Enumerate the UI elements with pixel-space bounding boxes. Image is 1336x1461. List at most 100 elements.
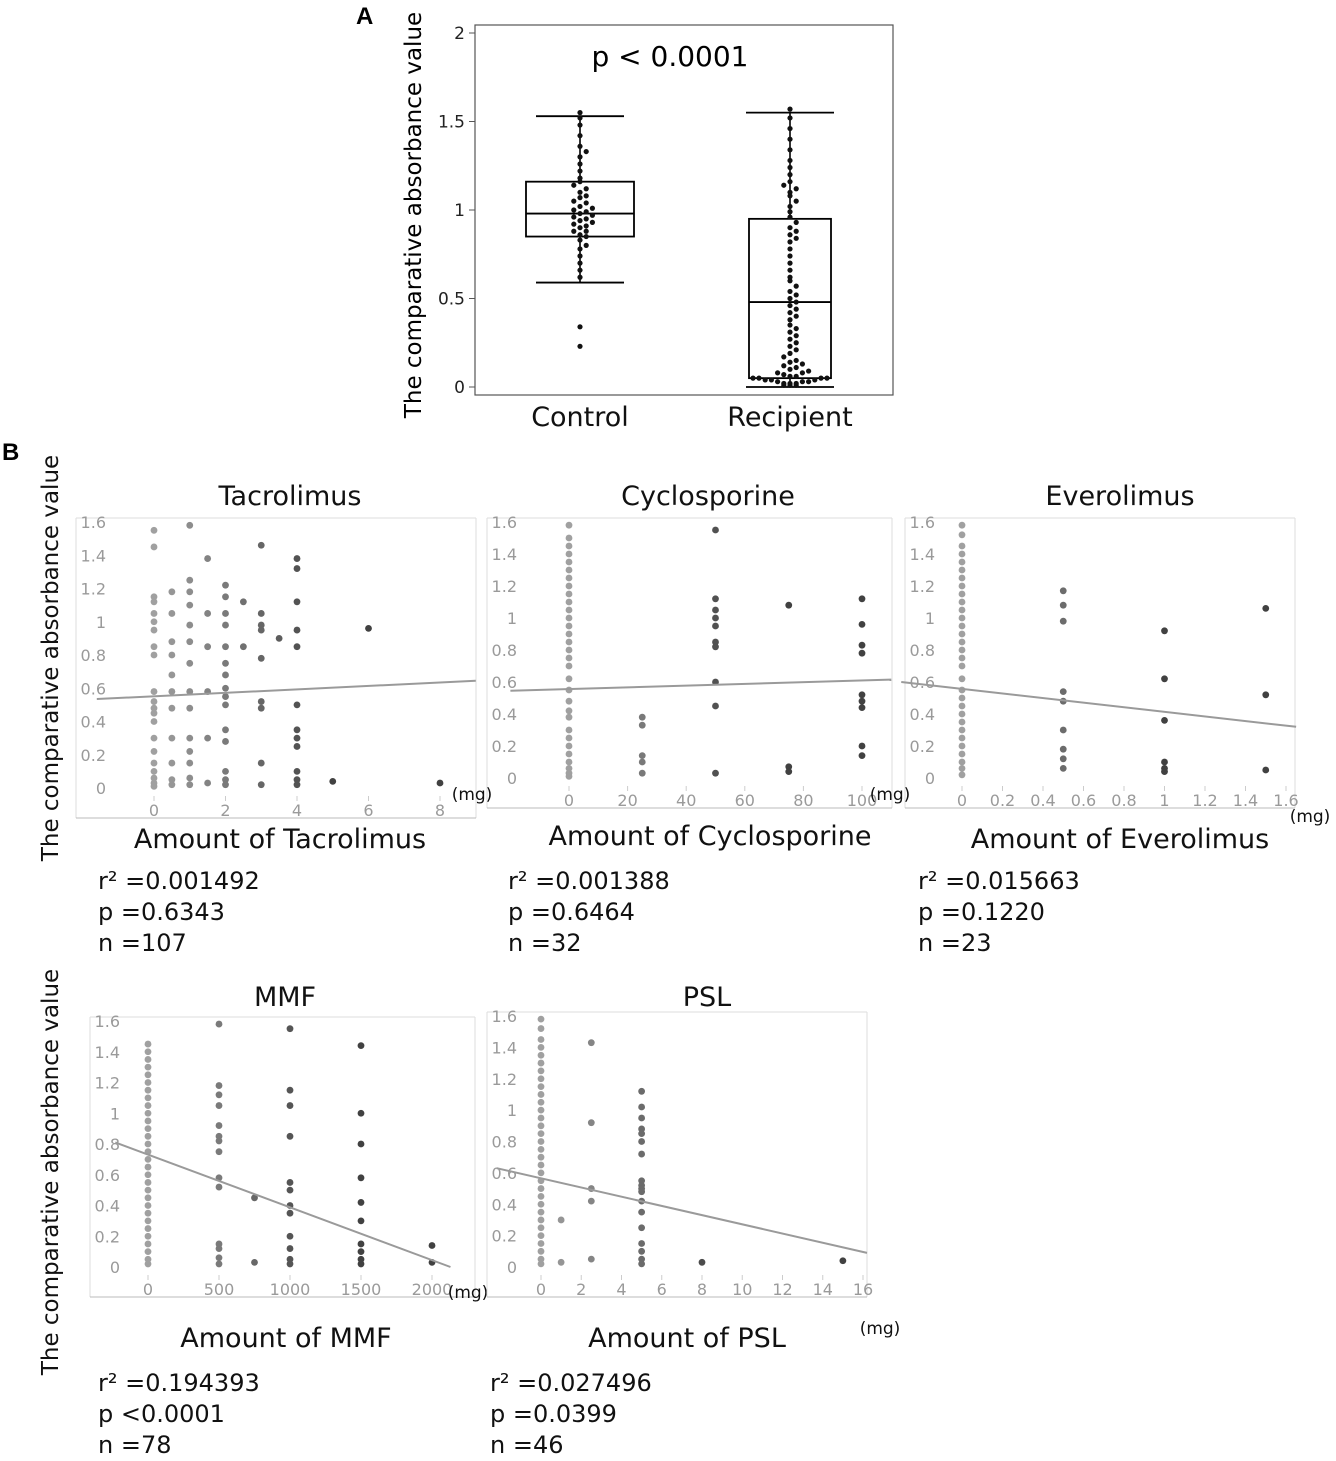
data-point bbox=[858, 742, 866, 750]
data-point bbox=[144, 1232, 152, 1240]
data-point bbox=[781, 354, 787, 360]
x-tick-label: 0 bbox=[564, 791, 574, 810]
regression-line bbox=[114, 1141, 451, 1268]
data-point bbox=[583, 200, 589, 206]
data-point bbox=[712, 638, 719, 646]
data-point bbox=[958, 734, 966, 742]
y-tick-label: 1.2 bbox=[81, 580, 106, 599]
data-point bbox=[168, 781, 176, 789]
x-tick-label: 0 bbox=[957, 791, 967, 810]
data-point bbox=[144, 1109, 152, 1117]
y-tick-label: 0.4 bbox=[492, 1195, 517, 1214]
data-point bbox=[357, 1042, 365, 1049]
data-point bbox=[293, 565, 301, 572]
data-point bbox=[787, 179, 793, 185]
data-point bbox=[222, 767, 229, 775]
y-tick-label: 0.5 bbox=[438, 290, 465, 310]
data-point bbox=[144, 1179, 152, 1186]
data-point bbox=[577, 210, 583, 217]
data-point bbox=[958, 654, 966, 662]
x-tick-label: 2 bbox=[220, 801, 230, 820]
data-point bbox=[150, 734, 158, 742]
data-point bbox=[537, 1098, 545, 1106]
data-point bbox=[1059, 726, 1067, 734]
data-point bbox=[150, 767, 158, 775]
data-point bbox=[565, 638, 573, 646]
y-tick-label: 1.4 bbox=[95, 1043, 120, 1062]
data-point bbox=[638, 758, 646, 766]
scatter-cyclosporine: Cyclosporine 0 0.2 0.4 0.6 0.8 1 1.2 1.4 1.6 0 20 40… bbox=[486, 481, 910, 852]
data-point bbox=[565, 654, 573, 662]
data-point bbox=[144, 1063, 152, 1071]
y-tick-label: 0.6 bbox=[492, 673, 517, 692]
data-point bbox=[168, 651, 176, 659]
y-tick-label: 1.4 bbox=[492, 1038, 517, 1057]
data-point bbox=[958, 558, 966, 566]
data-point bbox=[787, 225, 793, 231]
data-point bbox=[204, 643, 212, 651]
data-point bbox=[436, 779, 444, 787]
y-tick-label: 0.6 bbox=[81, 679, 106, 698]
x-axis-label: Amount of MMF bbox=[180, 1323, 391, 1354]
regression-line bbox=[901, 681, 1297, 728]
data-point bbox=[144, 1240, 152, 1248]
data-point bbox=[958, 742, 966, 750]
data-point bbox=[577, 260, 583, 266]
data-point bbox=[1161, 717, 1168, 724]
data-point bbox=[257, 654, 265, 662]
stat-r2: r² =0.027496 bbox=[490, 1369, 652, 1397]
data-point bbox=[806, 379, 812, 385]
y-tick-label: 1.5 bbox=[438, 113, 465, 133]
data-point bbox=[858, 621, 866, 628]
data-point bbox=[756, 375, 762, 381]
stat-r2: r² =0.194393 bbox=[98, 1369, 260, 1397]
data-point bbox=[787, 359, 793, 365]
y-tick-label: 1 bbox=[925, 609, 935, 628]
data-point bbox=[638, 1255, 646, 1263]
data-point bbox=[565, 550, 573, 558]
data-point bbox=[257, 610, 265, 617]
data-point bbox=[150, 688, 158, 695]
data-point bbox=[537, 1043, 545, 1051]
category-label: Recipient bbox=[727, 402, 852, 433]
data-point bbox=[293, 626, 301, 634]
data-point bbox=[577, 225, 583, 231]
data-point bbox=[537, 1025, 545, 1032]
data-point bbox=[168, 776, 176, 784]
data-point bbox=[638, 1247, 646, 1255]
x-axis-unit: (mg) bbox=[452, 785, 493, 805]
x-tick-label: 0 bbox=[536, 1280, 546, 1299]
data-point bbox=[793, 198, 799, 204]
data-point bbox=[537, 1224, 545, 1232]
x-tick-label: 1 bbox=[1159, 791, 1169, 810]
data-point bbox=[958, 750, 966, 758]
data-point bbox=[1059, 587, 1067, 595]
data-point bbox=[357, 1140, 365, 1148]
stat-n: n =32 bbox=[508, 929, 582, 957]
data-point bbox=[204, 734, 212, 742]
data-point bbox=[215, 1260, 223, 1268]
data-point bbox=[144, 1248, 152, 1256]
data-point bbox=[150, 593, 158, 601]
data-point bbox=[638, 752, 646, 759]
x-axis-label: Amount of PSL bbox=[588, 1323, 786, 1354]
data-point bbox=[168, 610, 176, 617]
data-point bbox=[144, 1186, 152, 1194]
data-point bbox=[565, 697, 573, 705]
data-point bbox=[565, 542, 573, 550]
scatter-psl: PSL 0 0.2 0.4 0.6 0.8 1 1.2 1.4 1.6 0 2 4 6 8 10 12 14 16 A… bbox=[486, 982, 900, 1354]
data-point bbox=[787, 380, 793, 387]
data-point bbox=[537, 1145, 545, 1153]
x-tick-label: 6 bbox=[363, 801, 373, 820]
data-point bbox=[537, 1232, 545, 1240]
data-point bbox=[583, 233, 589, 240]
data-point bbox=[787, 189, 793, 195]
data-point bbox=[565, 534, 573, 542]
data-point bbox=[222, 671, 229, 679]
y-tick-label: 0.2 bbox=[492, 1227, 517, 1246]
data-point bbox=[958, 675, 966, 683]
data-point bbox=[293, 743, 301, 750]
data-point bbox=[186, 781, 194, 789]
scatter-tacrolimus: Tacrolimus 0 0.2 0.4 0.6 0.8 1 1.2 1.4 1.6 0 2 4 6 8 Am… bbox=[38, 455, 492, 862]
